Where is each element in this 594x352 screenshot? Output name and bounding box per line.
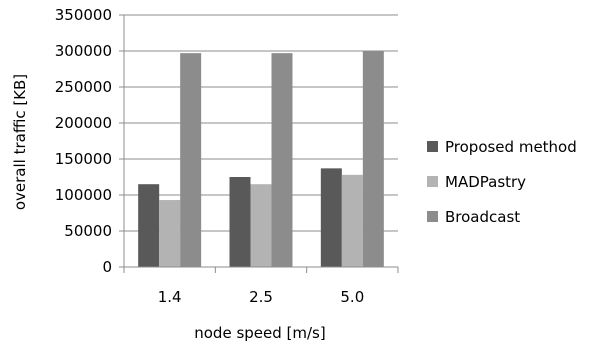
bar-proposed-method bbox=[138, 184, 160, 267]
bar-broadcast bbox=[180, 53, 202, 267]
y-tick-label: 250000 bbox=[55, 78, 112, 96]
legend: Proposed method MADPastry Broadcast bbox=[427, 138, 577, 226]
y-tick-label: 0 bbox=[102, 258, 112, 276]
axes bbox=[119, 14, 399, 273]
y-tick-label: 100000 bbox=[55, 186, 112, 204]
x-tick-labels: 1.4 2.5 5.0 bbox=[158, 288, 365, 306]
legend-label: MADPastry bbox=[445, 173, 526, 191]
bar-madpastry bbox=[250, 184, 272, 267]
y-tick-label: 50000 bbox=[64, 222, 112, 240]
bar-proposed-method bbox=[229, 177, 251, 267]
y-tick-label: 200000 bbox=[55, 114, 112, 132]
y-axis-title: overall traffic [KB] bbox=[11, 74, 29, 210]
bar-broadcast bbox=[271, 53, 293, 267]
y-tick-label: 350000 bbox=[55, 6, 112, 24]
y-tick-label: 150000 bbox=[55, 150, 112, 168]
bar-proposed-method bbox=[320, 168, 342, 267]
bars bbox=[138, 51, 384, 267]
legend-label: Proposed method bbox=[445, 138, 577, 156]
legend-swatch bbox=[427, 141, 438, 152]
bar-madpastry bbox=[159, 200, 181, 267]
x-tick-label: 2.5 bbox=[249, 288, 273, 306]
legend-swatch bbox=[427, 211, 438, 222]
y-tick-labels: 0 50000 100000 150000 200000 250000 300000 3500… bbox=[55, 6, 112, 276]
gridlines bbox=[124, 14, 398, 232]
x-tick-label: 1.4 bbox=[158, 288, 182, 306]
x-axis-title: node speed [m/s] bbox=[194, 324, 325, 342]
bar-broadcast bbox=[362, 51, 384, 267]
legend-label: Broadcast bbox=[445, 208, 520, 226]
y-tick-label: 300000 bbox=[55, 42, 112, 60]
bar-madpastry bbox=[341, 174, 363, 267]
x-tick-label: 5.0 bbox=[340, 288, 364, 306]
legend-swatch bbox=[427, 176, 438, 187]
